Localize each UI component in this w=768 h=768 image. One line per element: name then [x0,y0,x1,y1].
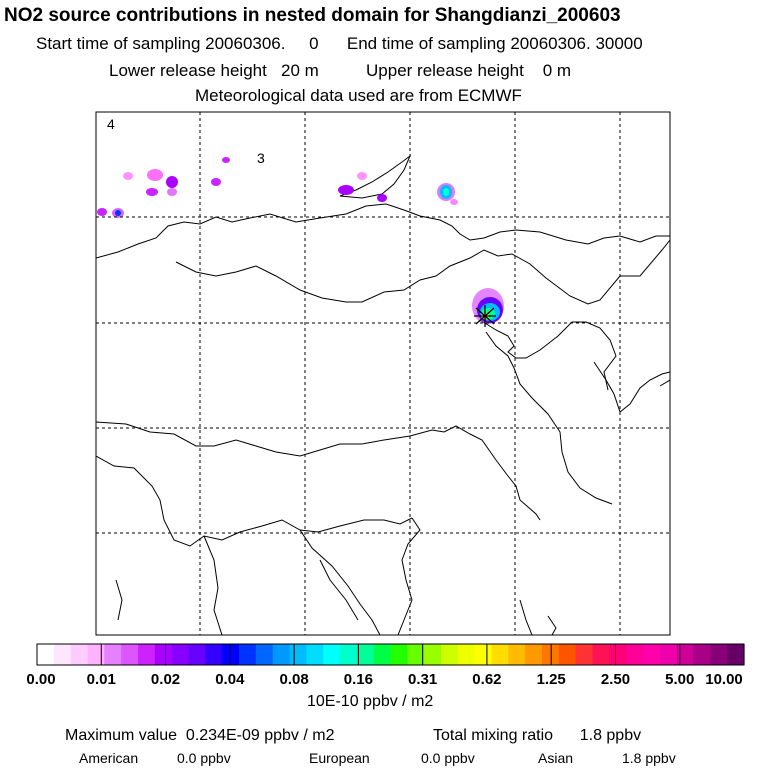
total-mixing-ratio: Total mixing ratio 1.8 ppbv [433,727,642,744]
sampling-time-line: Start time of sampling 20060306. 0 End t… [36,34,643,53]
color-bar-swatch [171,644,190,665]
color-bar-swatch [289,644,307,665]
release-height-line: Lower release height 20 m Upper release … [109,61,572,80]
color-bar-swatch [676,644,695,665]
color-bar-swatch [441,644,459,665]
color-bar-swatch [457,644,476,665]
color-bar-swatch [104,644,122,665]
receptor-marker [474,305,496,327]
american-value: 0.0 ppbv [177,750,231,766]
color-bar-swatch [424,644,442,665]
color-bar-tick-label: 0.16 [343,671,373,688]
color-bar-swatch [121,644,139,665]
color-bar-tick-label: 0.00 [26,671,56,688]
color-bar-swatch [474,644,493,665]
color-bar-swatch [255,644,274,665]
color-bar-swatch [491,644,509,665]
color-bar-tick-label: 0.31 [408,671,438,688]
color-bar-unit: 10E-10 ppbv / m2 [307,693,434,710]
asian-value: 1.8 ppbv [622,750,676,766]
color-bar-tick-label: 0.04 [215,671,245,688]
color-bar-swatch [390,644,408,665]
color-bar-tick-label: 5.00 [665,671,695,688]
color-bar-swatch [239,644,257,665]
color-bar-swatch [508,644,526,665]
color-bar-swatch [727,644,745,665]
color-bar-swatch [323,644,341,665]
grid-label-3: 3 [257,150,265,166]
color-bar-swatch [407,644,425,665]
color-bar-tick-label: 0.02 [150,671,181,688]
color-bar-tick-label: 1.25 [536,671,566,688]
color-bar-swatch [609,644,627,665]
american-label: American [79,750,139,766]
color-bar-tick-label: 10.00 [705,671,743,688]
color-bar-tick-label: 0.08 [279,671,309,688]
color-bar-swatch [356,644,375,665]
color-bar-swatch [272,644,291,665]
color-bar-swatch [138,644,156,665]
asian-label: Asian [538,750,574,766]
meteorological-data-line: Meteorological data used are from ECMWF [195,86,522,105]
color-bar-swatch [37,644,55,665]
color-bar-tick-label: 2.50 [600,671,631,688]
color-bar-swatch [222,644,240,665]
color-bar-swatch [710,644,728,665]
grid-label-4: 4 [107,116,115,132]
color-bar-swatch [340,644,358,665]
color-bar-swatch [154,644,173,665]
color-bar-swatch [575,644,594,665]
color-bar-swatch [558,644,577,665]
european-value: 0.0 ppbv [421,750,475,766]
color-bar-swatch [87,644,105,665]
color-bar-swatch [205,644,223,665]
color-bar-swatch [693,644,711,665]
color-bar-swatch [373,644,392,665]
chart-title: NO2 source contributions in nested domai… [4,5,621,26]
color-bar-swatch [626,644,644,665]
color-bar-swatch [70,644,89,665]
color-bar-tick-label: 0.62 [472,671,502,688]
color-bar-swatch [643,644,661,665]
color-bar-swatch [188,644,206,665]
color-bar-swatch [659,644,678,665]
color-bar-tick-label: 0.01 [86,671,116,688]
color-bar-swatch [53,644,72,665]
european-label: European [309,750,370,766]
coastlines-borders [96,154,670,635]
maximum-value: Maximum value 0.234E-09 ppbv / m2 [65,727,335,744]
color-bar-swatch [525,644,543,665]
color-bar-swatch [592,644,610,665]
color-bar-swatch [306,644,324,665]
map-frame [95,111,671,636]
